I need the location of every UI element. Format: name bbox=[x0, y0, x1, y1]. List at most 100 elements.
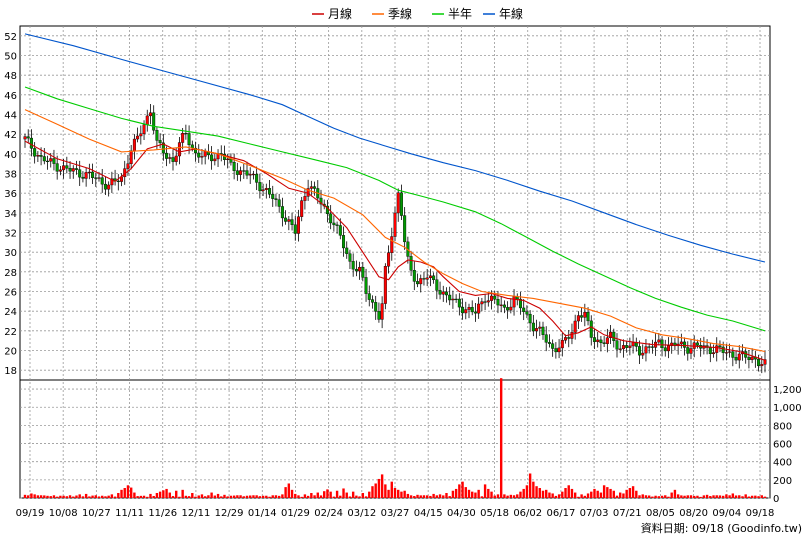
volume-bar bbox=[81, 496, 85, 498]
volume-bar bbox=[300, 496, 303, 498]
volume-bar bbox=[207, 495, 210, 498]
candle-body bbox=[531, 322, 535, 332]
volume-bar bbox=[406, 493, 410, 498]
volume-bar bbox=[281, 494, 284, 498]
candle-body bbox=[248, 174, 252, 176]
price-tick-label: 18 bbox=[4, 366, 17, 377]
candle-body bbox=[718, 345, 722, 348]
candle-body bbox=[641, 352, 645, 356]
candle-body bbox=[486, 300, 490, 303]
volume-bar bbox=[261, 495, 265, 498]
candle-body bbox=[232, 162, 236, 171]
volume-bar bbox=[747, 496, 751, 498]
volume-bar bbox=[229, 495, 233, 498]
volume-bar bbox=[635, 490, 638, 498]
candle-body bbox=[116, 180, 120, 182]
volume-bar bbox=[43, 495, 46, 498]
volume-bar bbox=[175, 490, 178, 498]
candle-body bbox=[81, 176, 85, 179]
candle-body bbox=[287, 219, 291, 222]
volume-bar bbox=[477, 489, 480, 498]
price-tick-label: 38 bbox=[4, 170, 17, 181]
volume-bar bbox=[355, 495, 358, 498]
candle-body bbox=[110, 178, 114, 186]
date-tick-label: 08/05 bbox=[646, 508, 675, 519]
volume-bar bbox=[657, 496, 661, 498]
volume-bar bbox=[133, 492, 136, 498]
legend-label: 半年 bbox=[448, 7, 472, 21]
candle-body bbox=[441, 291, 445, 295]
candle-body bbox=[26, 136, 30, 139]
volume-bar bbox=[27, 495, 30, 498]
candle-body bbox=[425, 277, 429, 280]
candle-body bbox=[592, 337, 596, 342]
price-tick-label: 48 bbox=[4, 71, 17, 82]
volume-bar bbox=[162, 490, 165, 498]
candle-body bbox=[296, 216, 300, 234]
volume-bar bbox=[146, 496, 149, 498]
volume-bar bbox=[242, 496, 245, 498]
candle-body bbox=[165, 152, 169, 159]
candle-body bbox=[547, 342, 551, 344]
volume-bar bbox=[409, 495, 413, 498]
volume-bar bbox=[432, 493, 435, 498]
volume-bar bbox=[644, 495, 648, 498]
volume-bar bbox=[187, 496, 191, 498]
price-tick-label: 26 bbox=[4, 288, 17, 299]
volume-bar bbox=[84, 493, 88, 498]
candle-body bbox=[695, 342, 699, 346]
volume-bar bbox=[561, 491, 564, 498]
volume-bar bbox=[59, 495, 62, 498]
volume-bar bbox=[155, 493, 159, 498]
candle-body bbox=[412, 270, 416, 282]
candle-body bbox=[332, 222, 336, 226]
price-tick-label: 46 bbox=[4, 91, 17, 102]
date-tick-label: 01/29 bbox=[281, 508, 310, 519]
date-tick-label: 09/19 bbox=[16, 508, 45, 519]
volume-bar bbox=[319, 495, 323, 498]
candle-body bbox=[464, 309, 468, 314]
volume-bar bbox=[619, 492, 622, 498]
candle-body bbox=[300, 200, 304, 217]
volume-bar bbox=[213, 495, 217, 498]
candle-body bbox=[245, 170, 249, 176]
candle-body bbox=[268, 188, 272, 195]
candle-body bbox=[712, 352, 716, 355]
candle-body bbox=[576, 315, 580, 322]
volume-bar bbox=[326, 489, 329, 498]
price-tick-label: 32 bbox=[4, 229, 17, 240]
candle-body bbox=[589, 320, 593, 338]
volume-bar bbox=[422, 495, 426, 498]
volume-bar bbox=[33, 494, 36, 498]
candle-body bbox=[403, 215, 407, 243]
candle-body bbox=[319, 197, 323, 205]
volume-bar bbox=[551, 493, 554, 498]
candle-body bbox=[380, 303, 384, 320]
volume-bar bbox=[554, 495, 558, 498]
volume-bar bbox=[606, 487, 609, 498]
candle-body bbox=[68, 168, 72, 172]
candle-body bbox=[570, 332, 574, 339]
volume-bar bbox=[593, 488, 596, 498]
candle-body bbox=[650, 346, 654, 348]
ma-line-half bbox=[24, 86, 766, 332]
volume-bar bbox=[522, 488, 525, 498]
candle-body bbox=[65, 165, 69, 169]
candle-body bbox=[502, 304, 506, 308]
volume-bar bbox=[689, 495, 693, 498]
candle-body bbox=[309, 186, 313, 189]
volume-bar bbox=[62, 495, 65, 498]
volume-bar bbox=[763, 496, 767, 498]
volume-bar bbox=[168, 492, 171, 498]
volume-bar bbox=[223, 494, 226, 498]
volume-bar bbox=[380, 474, 384, 498]
volume-bar bbox=[49, 496, 52, 498]
volume-bar bbox=[680, 495, 683, 498]
volume-bar bbox=[393, 488, 397, 498]
volume-bar bbox=[139, 495, 143, 498]
candle-body bbox=[557, 347, 561, 353]
volume-bar bbox=[541, 490, 545, 498]
volume-bar bbox=[458, 484, 461, 498]
candle-body bbox=[136, 135, 140, 140]
candle-body bbox=[683, 341, 687, 348]
